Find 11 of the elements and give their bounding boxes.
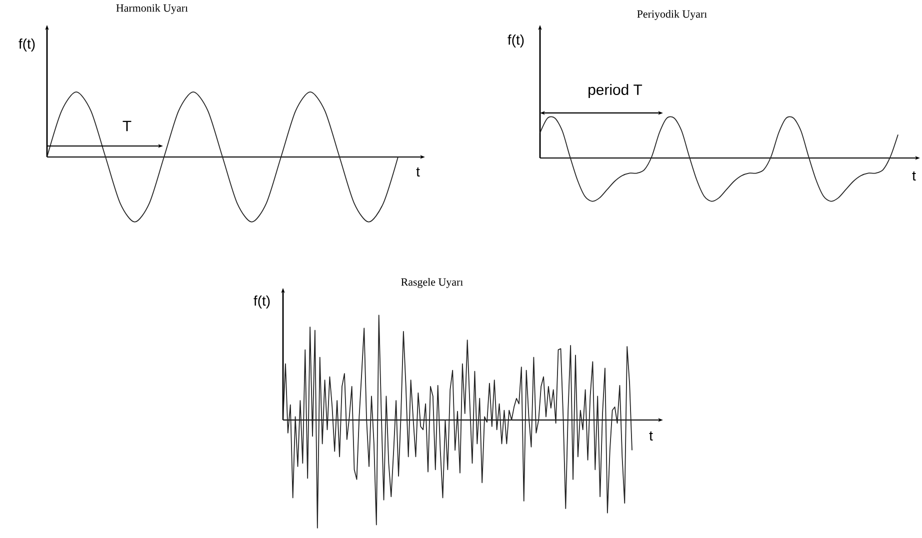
x-axis-title: t [416,167,420,177]
chart-title: Periyodik Uyarı [637,10,707,20]
text: period T [588,84,642,98]
chart-title: Harmonik Uyarı [116,4,188,14]
annotation: T [122,120,132,132]
x-axis-title: t [649,431,653,441]
y-axis-title: f(t) [254,295,270,308]
y-axis-title: f(t) [18,38,35,52]
chart-title: Rasgele Uyarı [401,278,463,288]
x-axis-title: t [912,171,916,181]
y-axis-title: f(t) [508,34,524,48]
